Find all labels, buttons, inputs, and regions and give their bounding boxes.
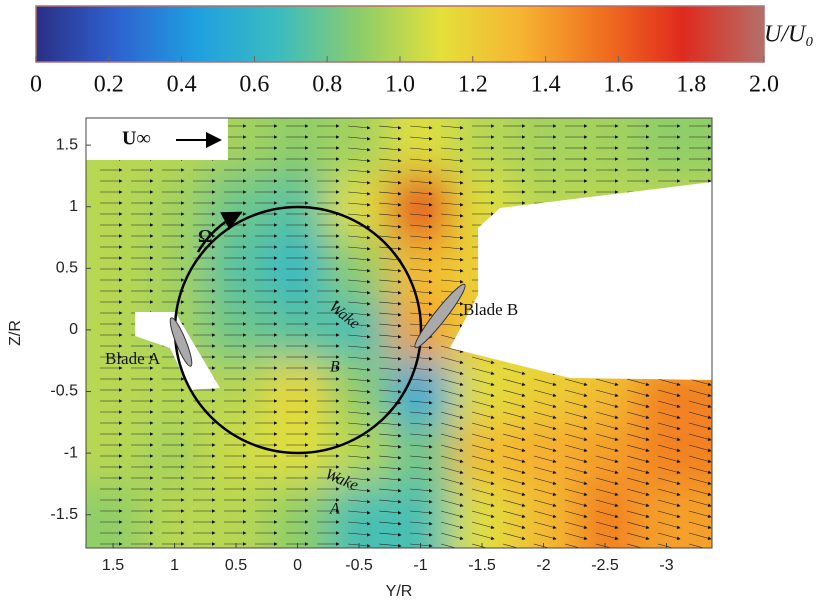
field-cell [574, 422, 635, 484]
colorbar-tick-label: 0 [30, 72, 42, 98]
y-tick-label: -0.5 [50, 383, 78, 400]
colorbar-tick-label: 0.4 [167, 72, 197, 98]
x-tick-label: -3 [659, 557, 673, 574]
colorbar-tick-label: 0.2 [94, 72, 124, 98]
colorbar-tick-label: 1.0 [385, 72, 415, 98]
field-cell [328, 176, 389, 238]
field-cell [26, 238, 144, 300]
field-cell [267, 299, 328, 361]
field-cell [205, 361, 266, 423]
y-tick-label: -1 [64, 444, 78, 461]
annotation: Blade B [463, 300, 518, 319]
field-cell [451, 422, 512, 484]
colorbar-tick-label: 0.8 [312, 72, 342, 98]
colorbar-tick-label: 0.6 [239, 72, 269, 98]
field-cell [451, 361, 512, 423]
colorbar-tick-label: 1.4 [531, 72, 561, 98]
colorbar-label: U/U₀ [764, 22, 814, 48]
field-cell [26, 176, 144, 238]
field-cell [636, 422, 772, 484]
x-tick-label: -2.5 [591, 557, 619, 574]
y-tick-label: 0 [69, 321, 78, 338]
field-cell [26, 361, 144, 423]
field-cell [26, 484, 144, 604]
field-cell [267, 361, 328, 423]
colorbar-tick-label: 1.6 [603, 72, 633, 98]
field-cell [205, 422, 266, 484]
x-tick-label: 0.5 [225, 557, 247, 574]
figure: U/U₀ U∞ Ω Blade A Blade B Wake B Wake A … [0, 0, 830, 604]
colorbar-tick-label: 2.0 [749, 72, 779, 98]
y-tick-label: 1.5 [56, 136, 78, 153]
colorbar-tick-label: 1.8 [676, 72, 706, 98]
colorbar-tick-label: 1.2 [458, 72, 488, 98]
x-tick-label: 1.5 [102, 557, 124, 574]
field-cell [390, 176, 451, 238]
rotation-label: Ω [198, 226, 212, 246]
x-axis-label: Y/R [386, 583, 413, 600]
field-cell [144, 176, 205, 238]
field-cell [636, 484, 772, 604]
page: {"chart_data": { "type": "contour", "x_l… [0, 0, 830, 604]
colorbar [36, 6, 764, 62]
field-cell [205, 299, 266, 361]
y-axis-label: Z/R [7, 320, 24, 346]
field-cell [390, 422, 451, 484]
annotation: Blade A [105, 349, 161, 368]
field-cell [390, 238, 451, 300]
freestream-label: U∞ [122, 128, 151, 150]
x-tick-label: 1 [170, 557, 179, 574]
field-cell [513, 422, 574, 484]
field-cell [26, 422, 144, 484]
x-tick-label: -1.5 [468, 557, 496, 574]
x-tick-label: 0 [293, 557, 302, 574]
field-cell [144, 422, 205, 484]
x-tick-label: -2 [536, 557, 550, 574]
x-tick-label: -0.5 [345, 557, 373, 574]
field-cell [205, 176, 266, 238]
annotation: A [329, 501, 340, 518]
y-tick-label: 0.5 [56, 260, 78, 277]
annotation: B [330, 359, 340, 376]
y-tick-label: 1 [69, 198, 78, 215]
x-tick-label: -1 [413, 557, 427, 574]
y-tick-label: -1.5 [50, 506, 78, 523]
